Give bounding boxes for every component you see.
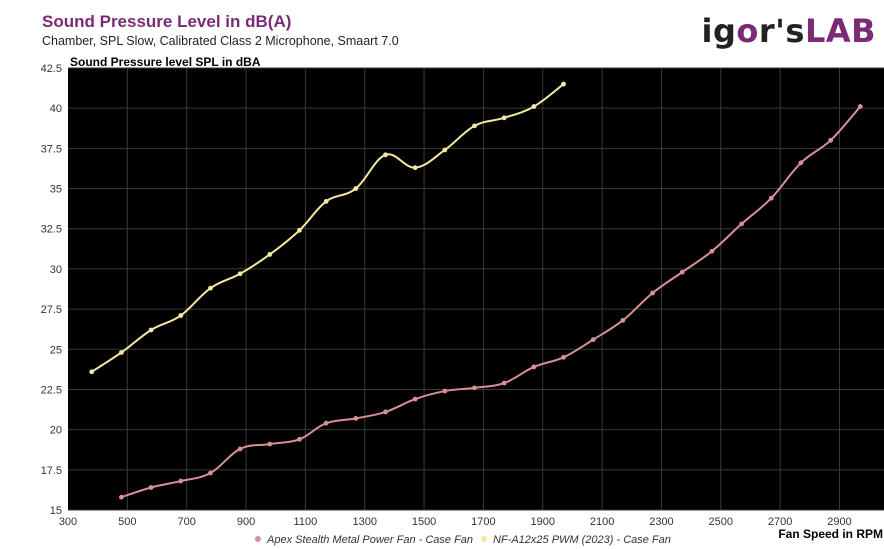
x-axis-ticks: 300 500 700 900 1100 1300 1500 1700 1900 2100 2300…: [59, 516, 852, 528]
data-point: [501, 115, 507, 121]
legend-marker: [255, 536, 261, 542]
y-tick-label: 25: [50, 344, 62, 356]
x-tick-label: 2300: [649, 516, 673, 528]
x-tick-label: 1300: [352, 516, 376, 528]
data-point: [650, 290, 655, 296]
y-tick-label: 22.5: [41, 384, 62, 396]
data-point: [297, 227, 302, 233]
x-tick-label: 1900: [531, 516, 555, 528]
data-point: [353, 186, 359, 191]
data-point: [412, 396, 418, 402]
y-tick-label: 42.5: [41, 63, 62, 75]
data-point: [709, 248, 715, 254]
x-tick-label: 300: [59, 516, 77, 528]
logo-part-1: ig: [701, 12, 737, 50]
data-point: [178, 313, 184, 318]
data-point: [442, 147, 448, 153]
x-tick-label: 1700: [471, 516, 495, 528]
y-axis-label: Sound Pressure level SPL in dBA: [70, 55, 261, 69]
y-tick-label: 20: [50, 425, 62, 437]
data-point: [590, 337, 596, 343]
data-point: [148, 327, 154, 333]
legend-label: Apex Stealth Metal Power Fan - Case Fan: [266, 534, 473, 546]
data-point: [297, 436, 302, 442]
data-point: [119, 350, 124, 355]
data-point: [267, 441, 273, 447]
plot-area: [68, 68, 884, 510]
data-point: [353, 415, 359, 421]
y-axis-ticks: 15 17.5 20 22.5 25 27.5 30 32.5 35 37.5 40 42.5: [41, 63, 62, 517]
data-point: [472, 123, 477, 129]
x-tick-label: 2500: [709, 516, 733, 528]
y-tick-label: 30: [50, 264, 62, 276]
x-tick-label: 1500: [412, 516, 436, 528]
y-tick-label: 17.5: [41, 465, 62, 477]
y-tick-label: 37.5: [41, 143, 62, 155]
logo-part-3: r's: [758, 12, 805, 50]
x-tick-label: 700: [178, 516, 196, 528]
chart-title: Sound Pressure Level in dB(A): [42, 12, 292, 31]
data-point: [798, 160, 804, 166]
data-point: [383, 152, 388, 158]
y-tick-label: 27.5: [41, 304, 62, 316]
data-point: [237, 446, 243, 452]
x-tick-label: 2100: [590, 516, 614, 528]
x-axis-label: Fan Speed in RPM: [778, 527, 883, 541]
logo-part-4: LAB: [804, 12, 876, 50]
legend-label: NF-A12x25 PWM (2023) - Case Fan: [493, 534, 671, 546]
data-point: [531, 364, 537, 370]
data-point: [531, 104, 537, 109]
data-point: [237, 271, 243, 277]
y-tick-label: 32.5: [41, 224, 62, 236]
x-tick-label: 900: [237, 516, 255, 528]
data-point: [472, 385, 477, 391]
x-tick-label: 2900: [827, 516, 851, 528]
data-point: [267, 252, 273, 257]
data-point: [768, 195, 774, 201]
data-point: [679, 269, 685, 275]
legend: Apex Stealth Metal Power Fan - Case Fan N…: [255, 534, 671, 546]
data-point: [561, 354, 566, 360]
data-point: [501, 380, 507, 386]
data-point: [208, 285, 213, 291]
data-point: [828, 137, 833, 143]
data-point: [89, 369, 95, 375]
data-point: [620, 317, 626, 323]
data-point: [857, 104, 863, 109]
y-tick-label: 40: [50, 103, 62, 115]
data-point: [442, 388, 448, 394]
logo-part-2: o: [736, 12, 759, 50]
chart-subtitle: Chamber, SPL Slow, Calibrated Class 2 Mi…: [42, 34, 399, 48]
y-tick-label: 35: [50, 184, 62, 196]
data-point: [323, 420, 329, 426]
data-point: [208, 470, 213, 476]
data-point: [178, 478, 184, 484]
x-tick-label: 1100: [294, 516, 318, 528]
data-point: [148, 485, 154, 490]
data-point: [119, 494, 124, 500]
legend-marker: [481, 536, 487, 542]
data-point: [323, 199, 329, 204]
igorslab-logo: igor'sLAB: [701, 12, 876, 50]
series-group: [89, 81, 863, 500]
series-line-0: [121, 105, 862, 499]
x-tick-label: 500: [118, 516, 136, 528]
data-point: [383, 409, 388, 415]
data-point: [561, 81, 566, 87]
x-tick-label: 2700: [768, 516, 792, 528]
data-point: [412, 165, 418, 171]
y-tick-label: 15: [50, 505, 62, 517]
data-point: [739, 221, 744, 227]
